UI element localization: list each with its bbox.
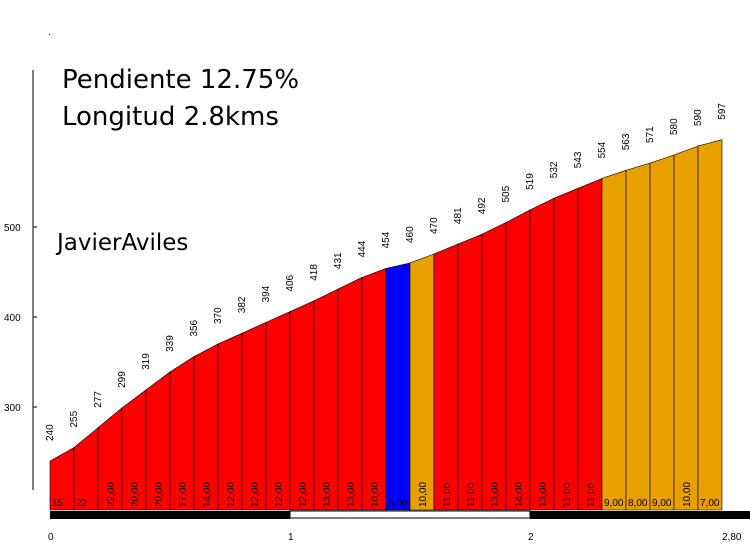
- altitude-label: 519: [525, 173, 536, 190]
- profile-segment: [361, 267, 387, 511]
- gradient-label: 12,00: [250, 482, 261, 507]
- gradient-label: 10,00: [418, 482, 429, 507]
- altitude-label: 444: [357, 240, 368, 257]
- profile-segment: [601, 169, 627, 511]
- altitude-label: 580: [669, 118, 680, 135]
- gradient-label: 14,00: [202, 482, 213, 507]
- gradient-label: 11,00: [562, 482, 573, 507]
- altitude-label: 319: [141, 353, 152, 370]
- km-bar-segment: [50, 511, 290, 519]
- profile-segment: [697, 139, 723, 511]
- altitude-label: 590: [693, 109, 704, 126]
- profile-segment: [265, 311, 291, 511]
- altitude-label: 299: [117, 371, 128, 388]
- altitude-label: 505: [501, 185, 512, 202]
- gradient-label: 10,00: [682, 482, 693, 507]
- gradient-label: 22: [76, 498, 88, 509]
- altitude-label: 406: [285, 274, 296, 291]
- km-bar-segment: [289, 510, 531, 519]
- gradient-label: 11,00: [466, 482, 477, 507]
- gradient-label: 13,00: [538, 482, 549, 507]
- altitude-label: 554: [597, 141, 608, 158]
- gradient-label: 13,00: [346, 482, 357, 507]
- altitude-label: 240: [45, 424, 56, 441]
- gradient-label: 9,00: [652, 498, 672, 509]
- altitude-label: 339: [165, 335, 176, 352]
- altitude-label: 597: [717, 103, 728, 120]
- gradient-label: 20,00: [130, 482, 141, 507]
- gradient-label: 9,00: [604, 498, 624, 509]
- stray-dot: .: [48, 27, 51, 38]
- altitude-label: 543: [573, 151, 584, 168]
- profile-segment: [409, 253, 435, 511]
- profile-segment: [313, 288, 339, 511]
- chart-title-gradient: Pendiente 12.75%: [62, 65, 299, 95]
- profile-segment: [673, 145, 699, 511]
- x-tick-label: 1: [288, 532, 294, 543]
- profile-segment: [289, 300, 315, 511]
- x-tick-label: 0: [48, 532, 54, 543]
- author-label: JavierAviles: [55, 230, 188, 256]
- profile-segment: [553, 187, 579, 511]
- gradient-label: 22,00: [106, 482, 117, 507]
- profile-segment: [505, 209, 531, 511]
- altitude-label: 277: [93, 391, 104, 408]
- profile-segment: [481, 222, 507, 511]
- profile-segment: [577, 177, 603, 511]
- altitude-label: 394: [261, 285, 272, 302]
- profile-segment: [337, 276, 363, 511]
- profile-segment: [529, 197, 555, 511]
- gradient-label: 14,00: [514, 482, 525, 507]
- altitude-label: 255: [69, 410, 80, 427]
- gradient-label: 12,00: [298, 482, 309, 507]
- gradient-label: 15: [52, 498, 64, 509]
- km-bar-segment: [530, 511, 750, 519]
- profile-segment: [457, 233, 483, 511]
- gradient-label: 8,00: [628, 498, 648, 509]
- gradient-label: 12,00: [226, 482, 237, 507]
- gradient-label: 11,00: [586, 482, 597, 507]
- gradient-label: 11,00: [442, 482, 453, 507]
- gradient-label: 6,00: [388, 498, 408, 509]
- profile-segment: [433, 243, 459, 511]
- altitude-label: 481: [453, 207, 464, 224]
- altitude-label: 454: [381, 231, 392, 248]
- altitude-label: 532: [549, 161, 560, 178]
- altitude-label: 431: [333, 252, 344, 269]
- altitude-label: 382: [237, 296, 248, 313]
- profile-segment: [385, 262, 411, 511]
- altitude-label: 470: [429, 217, 440, 234]
- profile-segment: [625, 162, 651, 511]
- gradient-label: 13,00: [322, 482, 333, 507]
- altitude-label: 460: [405, 226, 416, 243]
- altitude-label: 563: [621, 133, 632, 150]
- gradient-label: 17,00: [178, 482, 189, 507]
- altitude-label: 356: [189, 319, 200, 336]
- altitude-label: 571: [645, 126, 656, 143]
- altitude-label: 418: [309, 264, 320, 281]
- x-tick-label: 2,80: [722, 532, 742, 543]
- y-tick-label: 400: [4, 313, 21, 324]
- profile-segment: [241, 321, 267, 511]
- y-tick-label: 300: [4, 403, 21, 414]
- gradient-label: 10,00: [370, 482, 381, 507]
- gradient-label: 20,00: [154, 482, 165, 507]
- gradient-label: 7,00: [700, 498, 720, 509]
- y-tick-label: 500: [4, 223, 21, 234]
- gradient-label: 13,00: [490, 482, 501, 507]
- profile-segment: [649, 154, 675, 511]
- gradient-label: 12,00: [274, 482, 285, 507]
- altitude-label: 370: [213, 307, 224, 324]
- altitude-label: 492: [477, 197, 488, 214]
- x-tick-label: 2: [528, 532, 534, 543]
- chart-title-length: Longitud 2.8kms: [62, 102, 279, 132]
